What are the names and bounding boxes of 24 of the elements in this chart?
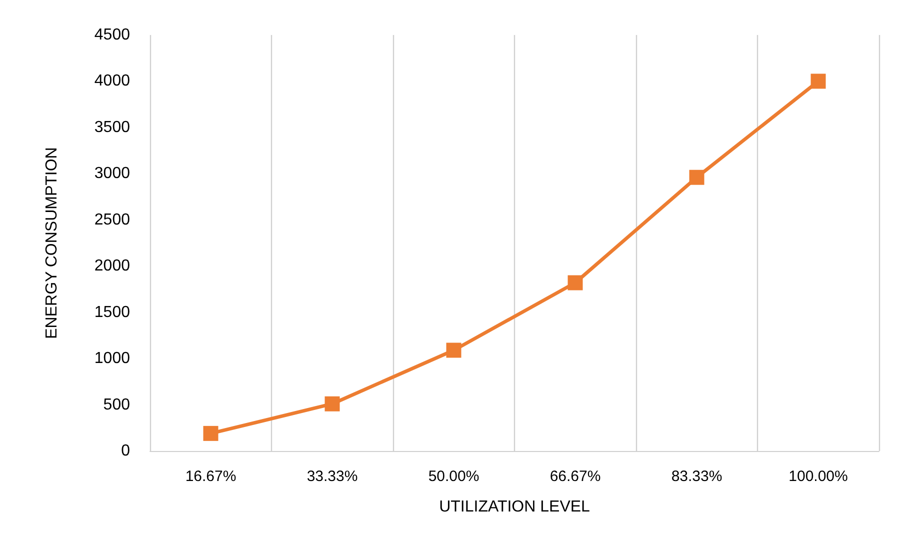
x-tick-label: 50.00%: [428, 468, 480, 485]
y-tick-label: 4000: [94, 72, 130, 90]
x-axis-title: UTILIZATION LEVEL: [439, 498, 590, 516]
y-tick-label: 0: [121, 442, 130, 460]
point: [446, 342, 462, 358]
point: [810, 74, 826, 89]
y-tick-label: 3500: [94, 118, 130, 136]
y-tick-label: 500: [103, 396, 130, 414]
x-tick-label: 100.00%: [788, 468, 848, 485]
y-tick-label: 4500: [94, 26, 130, 44]
y-axis-title: ENERGY CONSUMPTION: [44, 147, 60, 339]
x-tick-label: 83.33%: [671, 468, 722, 485]
point: [203, 426, 218, 441]
x-tick-label: 33.33%: [306, 468, 358, 485]
y-tick-label: 1000: [94, 350, 130, 368]
point: [568, 275, 583, 290]
y-tick-label: 2500: [94, 211, 130, 228]
x-tick-label: 66.67%: [550, 468, 601, 485]
y-tick-label: 2000: [94, 258, 130, 275]
point: [689, 170, 704, 185]
point: [324, 396, 340, 412]
x-tick-label: 16.67%: [185, 468, 236, 485]
y-tick-label: 1500: [94, 304, 130, 321]
y-tick-label: 3000: [94, 165, 130, 182]
